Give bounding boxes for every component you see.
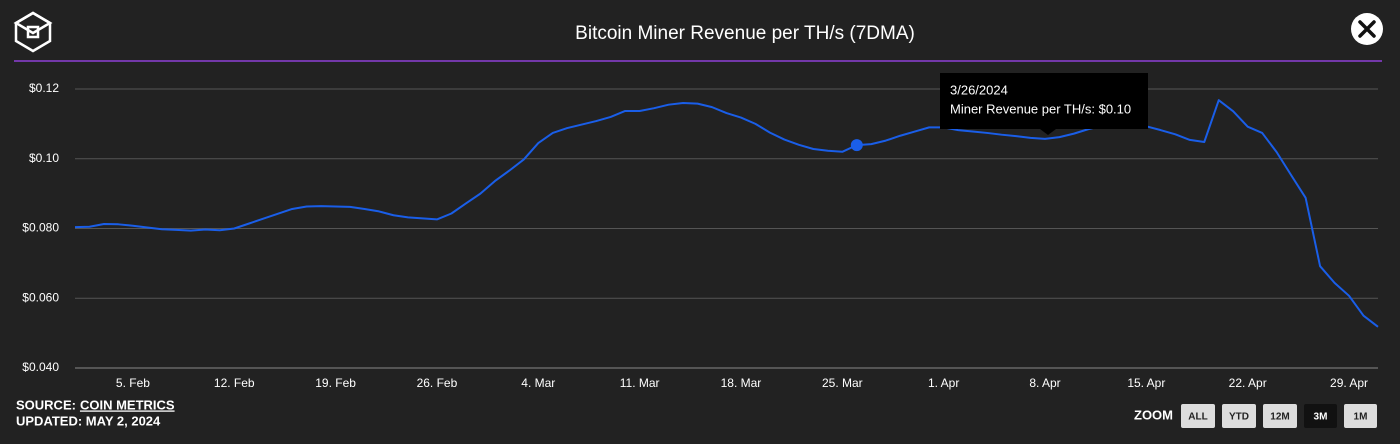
zoom-button-label[interactable]: 3M [1314,412,1328,423]
x-tick-label: 8. Apr [1029,376,1060,390]
zoom-button[interactable]: 1M [1344,404,1377,428]
source-label: SOURCE: [16,397,76,412]
chart-title: Bitcoin Miner Revenue per TH/s (7DMA) [575,23,915,44]
zoom-button[interactable]: YTD [1222,404,1256,428]
data-line [74,99,1379,328]
close-button[interactable] [1351,13,1383,45]
logo [13,11,53,53]
zoom-button[interactable]: 3M [1304,404,1337,428]
y-tick-label: $0.12 [29,81,59,95]
tooltip: 3/26/2024 Miner Revenue per TH/s: $0.10 [940,73,1148,135]
zoom-button[interactable]: ALL [1181,404,1215,428]
x-tick-label: 5. Feb [116,376,150,390]
x-tick-label: 18. Mar [721,376,762,390]
x-tick-label: 22. Apr [1229,376,1267,390]
x-tick-label: 19. Feb [315,376,356,390]
zoom-button-label[interactable]: 12M [1270,412,1289,423]
plot-area: $0.040 $0.060 $0.080 $0.10 $0.12 5. Feb 12. Fe… [22,73,1379,390]
y-tick-label: $0.060 [22,290,59,304]
zoom-button[interactable]: 12M [1263,404,1297,428]
tooltip-title: 3/26/2024 [950,82,1008,97]
tooltip-box [940,73,1148,135]
zoom-button-bg[interactable] [1181,404,1215,428]
zoom-button-bg[interactable] [1263,404,1297,428]
x-tick-label: 25. Mar [822,376,863,390]
y-tick-label: $0.10 [29,151,59,165]
source-link[interactable]: COIN METRICS [80,397,175,412]
hover-point [850,139,863,152]
zoom-button-bg[interactable] [1222,404,1256,428]
x-tick-label: 1. Apr [928,376,959,390]
x-tick-label: 29. Apr [1330,376,1368,390]
y-tick-label: $0.040 [22,360,59,374]
zoom-label: ZOOM [1134,407,1173,422]
tooltip-label: Miner Revenue per TH/s: $0.10 [950,101,1131,116]
zoom-button-label[interactable]: 1M [1354,412,1368,423]
zoom-button-label[interactable]: YTD [1229,412,1249,423]
zoom-button-label[interactable]: ALL [1188,412,1207,423]
x-tick-label: 12. Feb [214,376,255,390]
y-tick-label: $0.080 [22,221,59,235]
zoom-button-bg[interactable] [1344,404,1377,428]
x-tick-label: 11. Mar [620,376,660,390]
x-tick-label: 15. Apr [1127,376,1165,390]
updated-date: UPDATED: MAY 2, 2024 [16,413,161,428]
x-tick-label: 4. Mar [521,376,555,390]
zoom-buttons: ALL YTD 12M 3M 1M [1181,404,1377,428]
x-tick-label: 26. Feb [417,376,458,390]
zoom-button-bg[interactable] [1304,404,1337,428]
